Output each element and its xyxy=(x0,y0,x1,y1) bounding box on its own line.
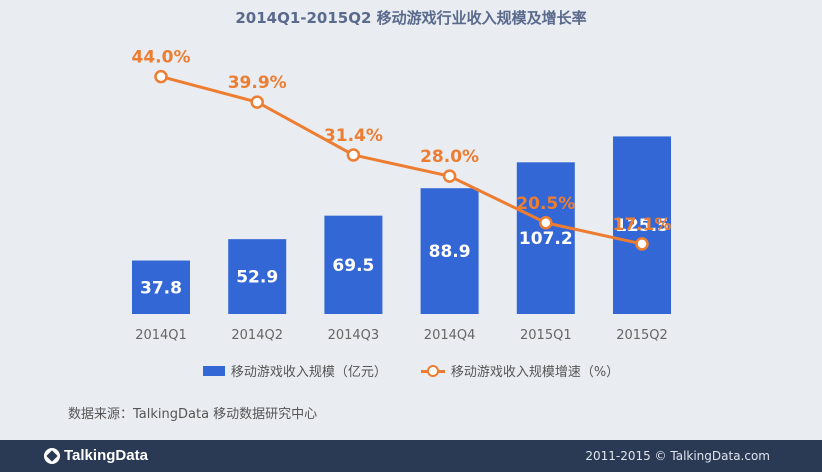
growth-point xyxy=(346,148,361,162)
growth-point xyxy=(442,169,457,183)
x-tick-label: 2014Q3 xyxy=(328,328,380,343)
bar xyxy=(228,239,287,314)
growth-value-label: 20.5% xyxy=(516,194,575,214)
x-tick-label: 2015Q1 xyxy=(520,328,572,343)
bar-value-label: 125.5 xyxy=(615,216,669,236)
growth-point xyxy=(250,95,264,109)
legend-swatch-bar xyxy=(202,365,225,376)
growth-value-label: 17.1% xyxy=(613,215,672,235)
x-tick-label: 2014Q1 xyxy=(135,328,187,343)
growth-value-label: 28.0% xyxy=(420,147,479,167)
x-tick-label: 2014Q2 xyxy=(231,328,283,343)
legend-item-revenue: 移动游戏收入规模（亿元） xyxy=(202,361,387,380)
growth-point xyxy=(539,216,553,230)
chart-title: 2014Q1-2015Q2 移动游戏行业收入规模及增长率 xyxy=(235,9,587,27)
legend-item-growth: 移动游戏收入规模增速（%） xyxy=(420,361,620,380)
bar xyxy=(420,188,479,314)
bar-value-label: 37.8 xyxy=(140,278,182,298)
growth-line xyxy=(160,75,643,246)
bar-value-label: 107.2 xyxy=(519,229,573,249)
footer-bar: TalkingData 2011-2015 © TalkingData.com xyxy=(0,440,822,472)
footer-copyright: 2011-2015 © TalkingData.com xyxy=(585,449,770,463)
growth-point xyxy=(154,69,168,84)
chart-plot: 37.8 2014Q1 52.9 2014Q2 69.5 2014Q3 88.9 2014Q4… xyxy=(132,48,672,343)
legend-swatch-line xyxy=(420,364,445,377)
bar xyxy=(132,260,190,314)
x-tick-label: 2015Q2 xyxy=(616,328,668,343)
bar-value-label: 52.9 xyxy=(236,268,278,288)
legend: 移动游戏收入规模（亿元） 移动游戏收入规模增速（%） xyxy=(0,361,822,380)
growth-value-label: 31.4% xyxy=(324,126,383,146)
footer-logo-text: TalkingData xyxy=(64,447,148,464)
growth-value-label: 44.0% xyxy=(132,48,191,68)
x-tick-label: 2014Q4 xyxy=(424,328,476,343)
bar xyxy=(613,136,671,314)
bar-value-label: 69.5 xyxy=(332,256,374,276)
legend-label-growth: 移动游戏收入规模增速（%） xyxy=(450,365,620,380)
growth-point xyxy=(635,237,649,251)
growth-value-label: 39.9% xyxy=(228,73,287,93)
footer-logo: TalkingData xyxy=(44,447,148,464)
legend-label-revenue: 移动游戏收入规模（亿元） xyxy=(230,365,387,380)
bar xyxy=(516,162,575,314)
bar-value-label: 88.9 xyxy=(429,242,471,262)
source-note: 数据来源：TalkingData 移动数据研究中心 xyxy=(68,407,318,422)
bar xyxy=(324,215,383,314)
talkingdata-logo-icon xyxy=(44,447,60,464)
